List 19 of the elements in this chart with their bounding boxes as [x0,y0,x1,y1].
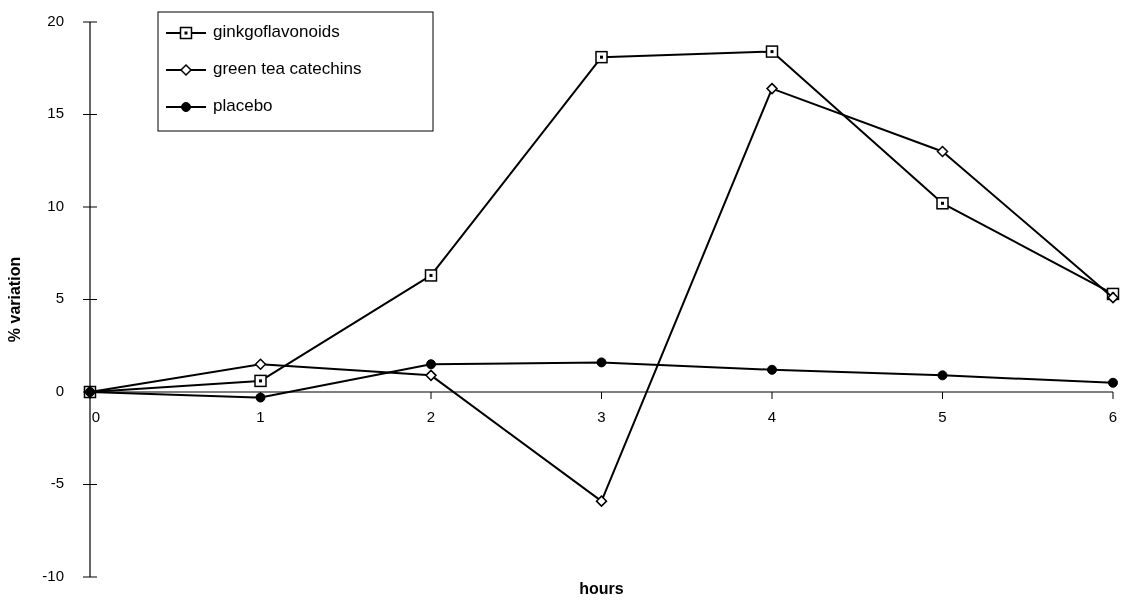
legend-label: ginkgoflavonoids [213,22,340,42]
x-tick-label: 2 [426,408,436,425]
y-tick-label: 5 [55,289,64,307]
legend-label: placebo [213,96,273,116]
x-tick-label: 4 [767,408,777,425]
y-axis-title: % variation [6,256,23,343]
x-tick-label: 0 [91,408,101,425]
x-tick-label: 6 [1108,408,1118,425]
y-tick-label: 0 [55,381,64,399]
y-tick-label: 15 [47,104,64,122]
x-axis-title: hours [579,580,624,597]
x-tick-label: 3 [597,408,606,425]
y-tick-label: -5 [50,474,64,492]
y-tick-label: 10 [47,196,64,214]
x-tick-label: 5 [938,408,947,425]
y-tick-label: 20 [47,11,64,29]
x-tick-label: 1 [256,408,265,425]
y-tick-label: -10 [42,566,64,584]
legend-label: green tea catechins [213,59,362,79]
